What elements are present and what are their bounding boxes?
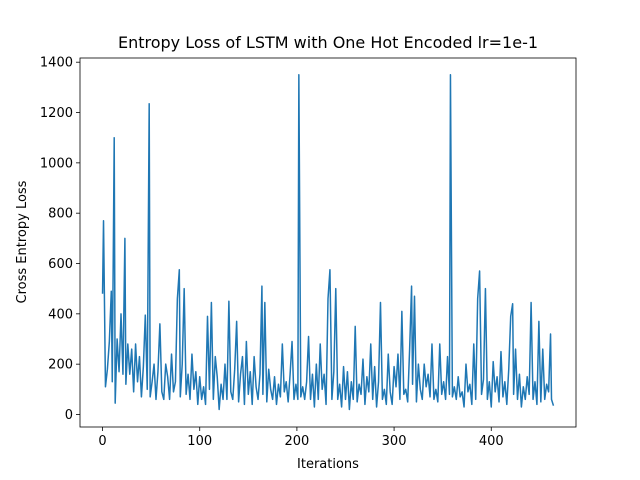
plot-frame [79, 57, 577, 428]
x-tick-label: 200 [284, 434, 309, 449]
x-tick-label: 400 [479, 434, 504, 449]
chart-title: Entropy Loss of LSTM with One Hot Encode… [118, 33, 538, 52]
y-tick-label: 400 [48, 307, 73, 322]
y-tick-label: 600 [48, 257, 73, 272]
y-tick-label: 1000 [40, 156, 73, 171]
x-tick-label: 0 [98, 434, 106, 449]
x-tick-label: 300 [382, 434, 407, 449]
y-tick-label: 0 [65, 408, 73, 423]
y-tick-label: 800 [48, 207, 73, 222]
y-tick-label: 1400 [40, 56, 73, 71]
y-tick-label: 200 [48, 358, 73, 373]
y-tick-label: 1200 [40, 106, 73, 121]
data-line [101, 74, 555, 411]
x-axis-label: Iterations [297, 457, 359, 472]
x-tick-label: 100 [187, 434, 212, 449]
y-axis-label: Cross Entropy Loss [15, 180, 30, 303]
